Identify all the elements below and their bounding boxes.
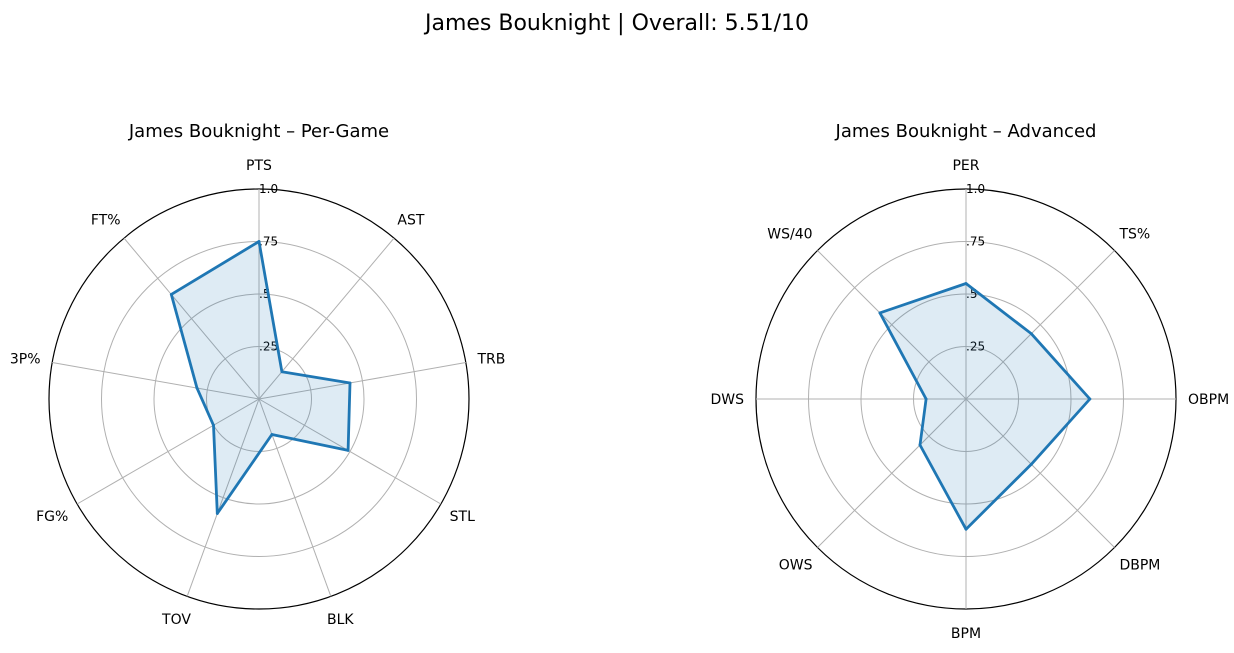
data-point-ast: [280, 370, 284, 374]
axis-label: PTS: [246, 158, 272, 174]
radial-tick-label: .25: [259, 340, 278, 354]
radial-tick-label: 1.0: [966, 182, 985, 196]
data-point-bpm: [964, 527, 968, 531]
data-point-dbpm: [1029, 462, 1033, 466]
data-point-stl: [346, 449, 350, 452]
radial-tick-label: .5: [966, 287, 977, 301]
panel-title: James Bouknight – Per-Game: [128, 121, 389, 142]
axis-label: BPM: [951, 626, 981, 642]
axis-label: DWS: [710, 392, 744, 408]
axis-label: STL: [450, 509, 475, 525]
grid-spoke: [186, 398, 260, 597]
data-point-obpm: [1088, 397, 1092, 401]
axis-label: TRB: [476, 351, 505, 367]
axis-label: WS/40: [767, 227, 812, 243]
grid-spoke: [258, 398, 332, 597]
figure-title: James Bouknight | Overall: 5.51/10: [423, 11, 809, 36]
data-point-pts: [257, 240, 261, 243]
panel-title: James Bouknight – Advanced: [835, 121, 1097, 142]
radial-tick-label: .25: [966, 340, 985, 354]
axis-label: FT%: [91, 213, 121, 229]
axis-label: OBPM: [1188, 392, 1229, 408]
grid-spoke: [258, 398, 442, 505]
data-point-dws: [924, 397, 928, 401]
radial-tick-label: 1.0: [259, 182, 278, 196]
data-point-blk: [270, 433, 274, 436]
grid-spoke: [123, 237, 260, 400]
data-point-trb: [348, 381, 352, 385]
data-point-ts-: [1029, 332, 1033, 336]
axis-label: AST: [397, 213, 424, 229]
data-point-ws-40: [878, 311, 882, 315]
axis-label: OWS: [779, 557, 813, 573]
axis-label: BLK: [327, 612, 354, 628]
axis-label: 3P%: [10, 351, 41, 367]
grid-spoke: [258, 362, 466, 400]
axis-label: DBPM: [1119, 557, 1160, 573]
axis-label: FG%: [36, 509, 68, 525]
radial-tick-label: .75: [966, 235, 985, 249]
grid-spoke: [965, 398, 1115, 548]
radial-tick-label: .75: [259, 235, 278, 249]
data-point-ft-: [169, 293, 173, 296]
data-point-tov: [215, 512, 219, 515]
grid-spoke: [965, 250, 1115, 400]
grid-spoke: [817, 398, 967, 548]
grid-spoke: [52, 362, 260, 400]
data-point-per: [964, 282, 968, 285]
grid-spoke: [817, 250, 967, 400]
axis-label: TOV: [161, 612, 191, 628]
radar-chart-per-game: James Bouknight – Per-Game PTS AST TRB STL BL…: [10, 121, 505, 628]
radar-chart-advanced: James Bouknight – Advanced PER TS% OBPM DBPM…: [710, 121, 1229, 642]
series-fill: [171, 241, 350, 514]
radial-tick-label: .5: [259, 287, 270, 301]
axis-label: PER: [952, 158, 979, 174]
grid-spoke: [76, 398, 260, 505]
series-line: [169, 240, 352, 515]
data-point-ows: [918, 443, 922, 447]
axis-label: TS%: [1118, 227, 1150, 243]
series-fill: [879, 283, 1090, 530]
data-point-3p-: [195, 386, 199, 390]
data-point-fg-: [212, 423, 215, 427]
